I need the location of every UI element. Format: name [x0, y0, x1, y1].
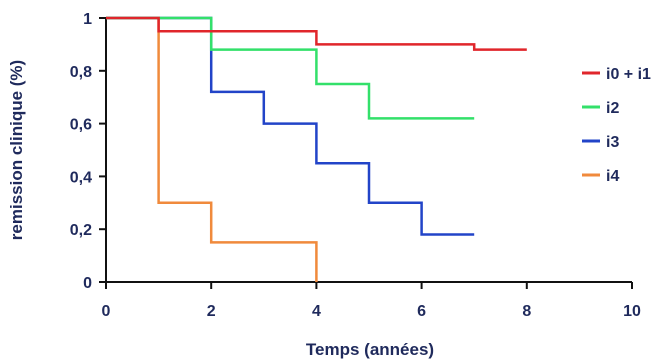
x-tick-label: 2 [207, 303, 216, 320]
y-tick-label: 0 [83, 275, 92, 292]
legend-label: i2 [606, 100, 619, 117]
x-tick-label: 10 [623, 303, 641, 320]
series-line-i2 [106, 16, 475, 120]
y-tick-label: 0,2 [70, 222, 92, 239]
y-tick-label: 0,6 [70, 117, 92, 134]
y-tick-label: 1 [83, 11, 92, 28]
legend-label: i4 [606, 168, 619, 185]
x-tick-label: 6 [417, 303, 426, 320]
y-tick-label: 0,8 [70, 64, 92, 81]
x-axis-label: Temps (années) [306, 340, 434, 359]
legend-label: i0 + i1 [606, 66, 651, 83]
series-line-i0-i1 [106, 16, 527, 51]
y-axis-label: remission clinique (%) [7, 60, 26, 240]
series-line-i3 [106, 16, 475, 236]
x-tick-label: 0 [102, 303, 111, 320]
y-tick-label: 0,4 [70, 169, 92, 186]
x-tick-label: 8 [522, 303, 531, 320]
legend-label: i3 [606, 134, 619, 151]
x-tick-label: 4 [312, 303, 321, 320]
